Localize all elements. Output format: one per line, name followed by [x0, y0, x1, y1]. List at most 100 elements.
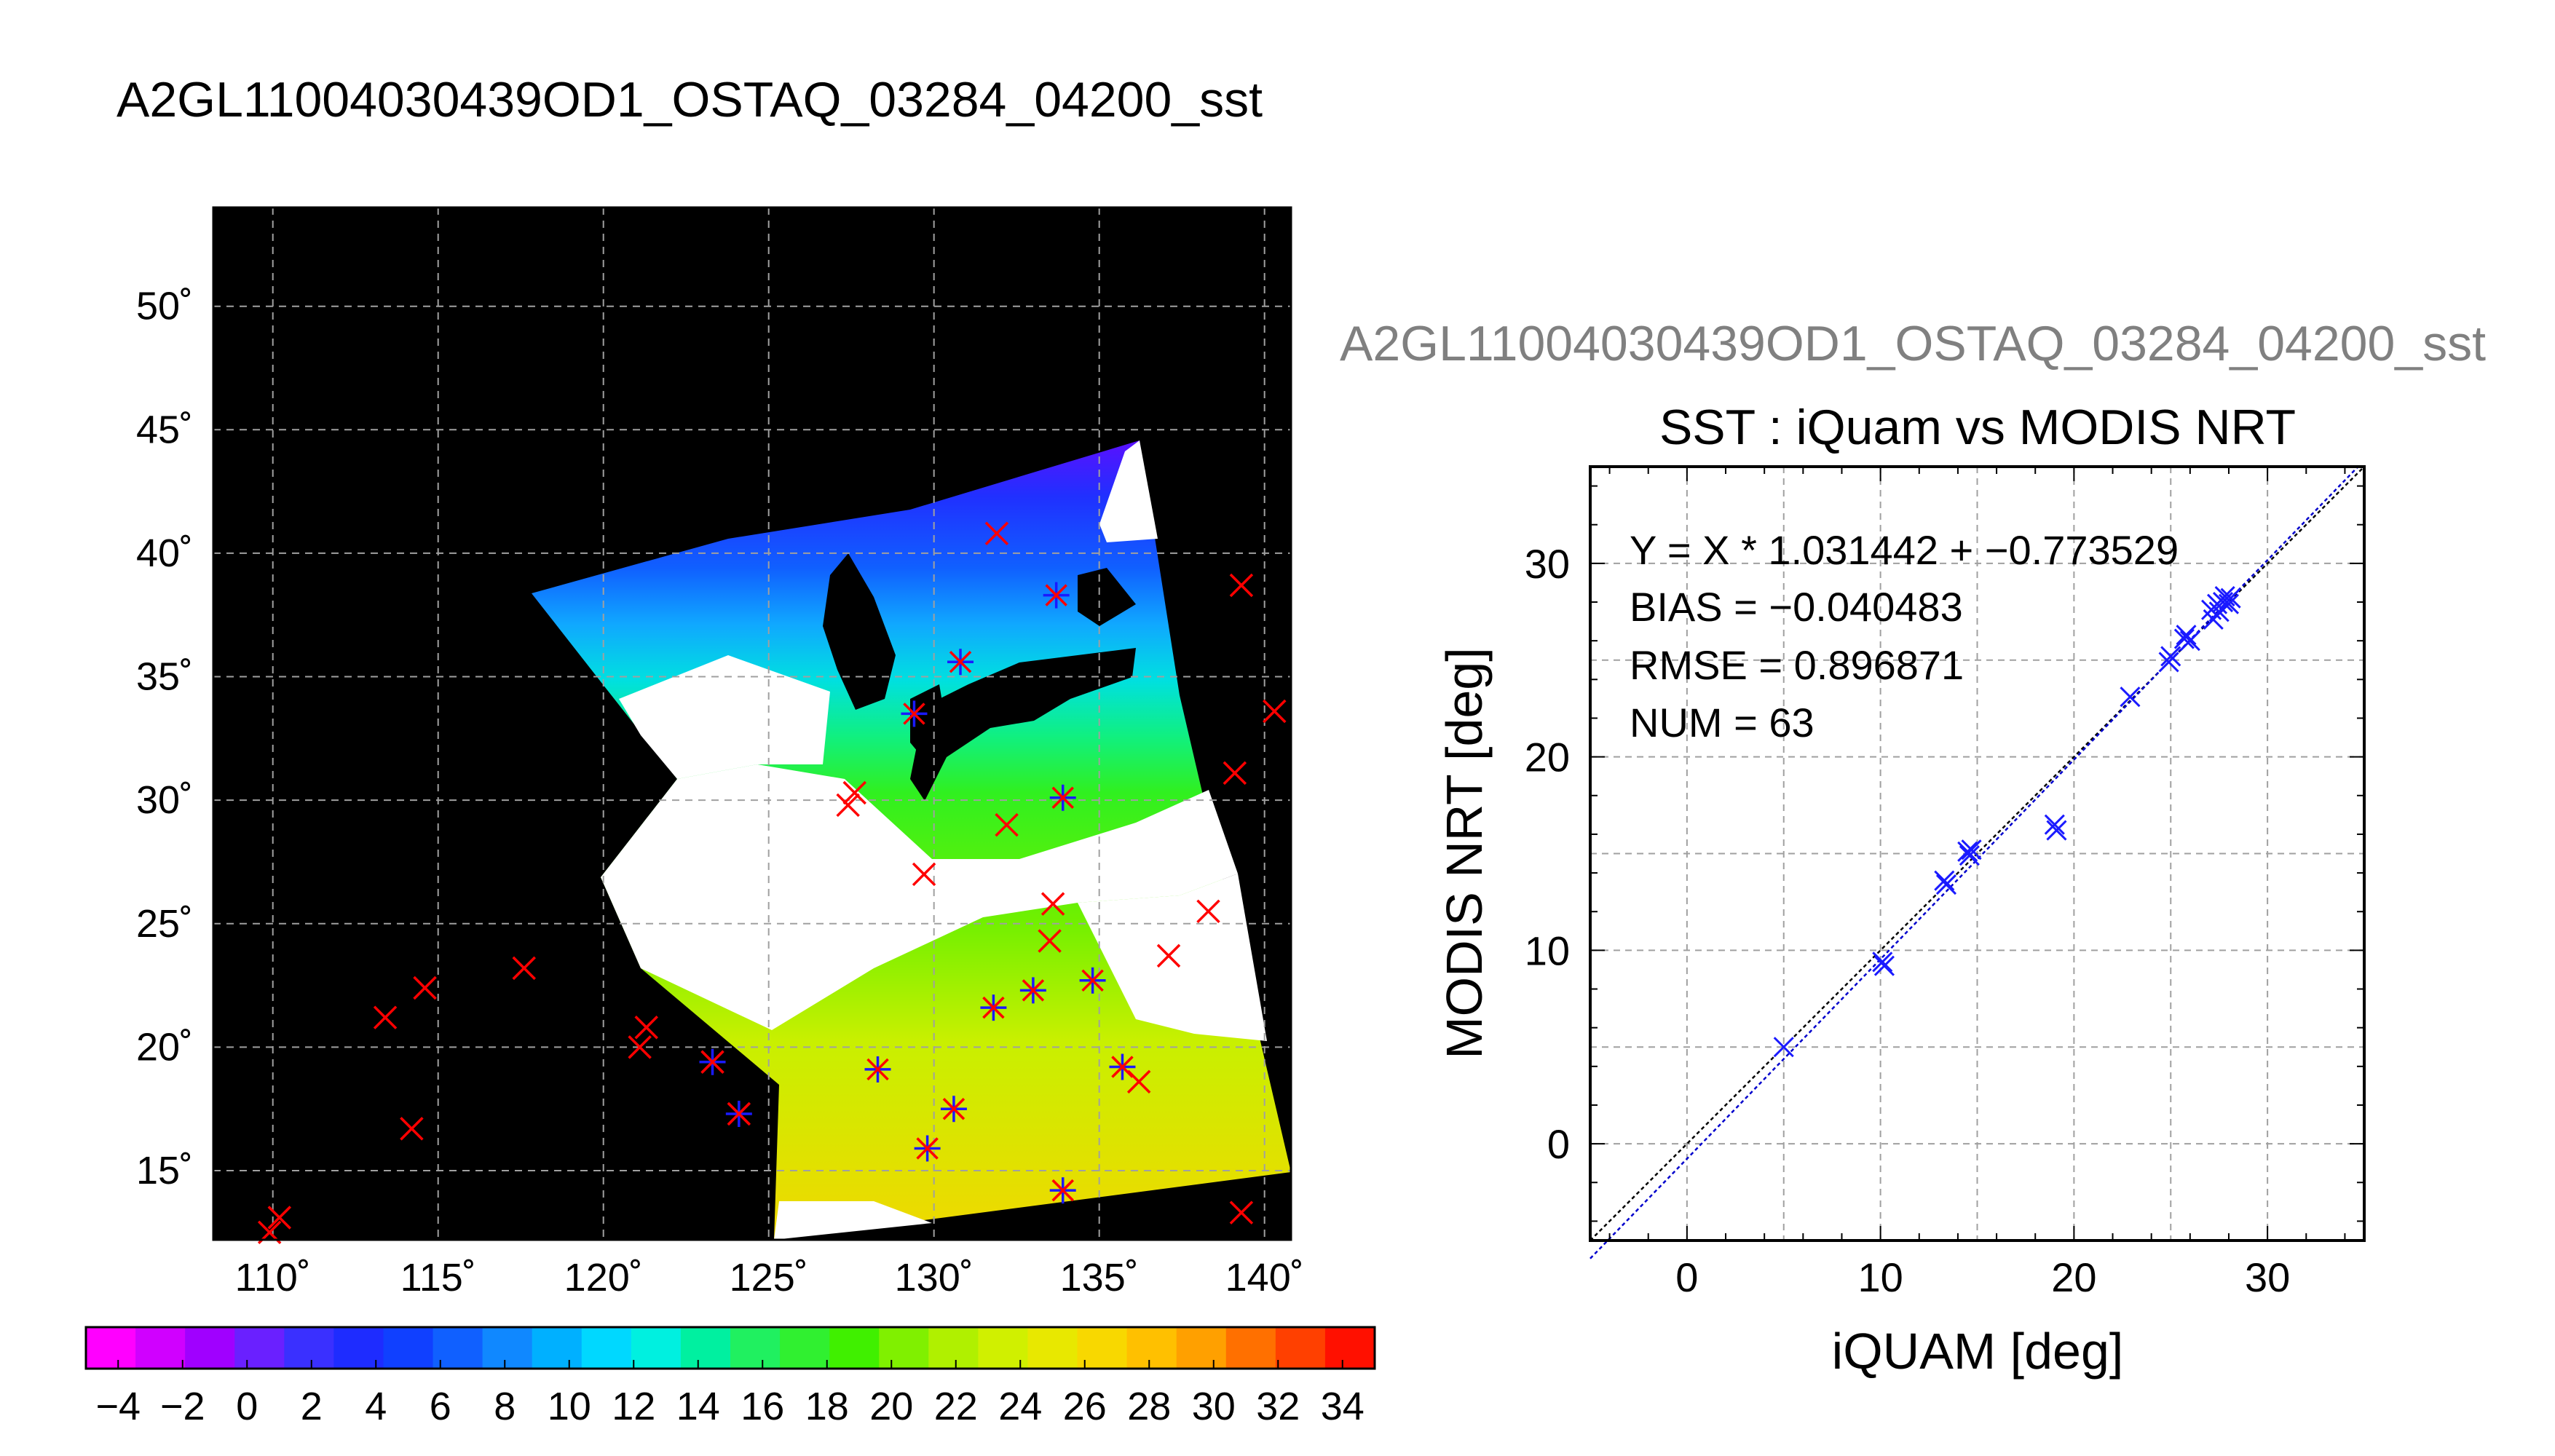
colorbar-segment: [433, 1327, 483, 1369]
colorbar-segment: [1126, 1327, 1177, 1369]
colorbar-segment: [482, 1327, 533, 1369]
lat-tick-label: 15˚: [136, 1149, 193, 1192]
colorbar-segment: [1176, 1327, 1227, 1369]
iquam-marker: [1196, 899, 1220, 924]
matchup-marker: [914, 1135, 941, 1162]
colorbar-label: 4: [365, 1385, 387, 1428]
matchup-marker: [1109, 1053, 1136, 1080]
colorbar-segment: [1077, 1327, 1128, 1369]
iquam-marker: [912, 862, 936, 887]
colorbar-label: 20: [869, 1385, 913, 1428]
matchup-marker: [1079, 967, 1106, 994]
lat-tick-label: 25˚: [136, 902, 193, 946]
iquam-marker: [267, 1206, 292, 1230]
sst-swath: [532, 440, 1291, 1240]
matchup-marker: [901, 700, 928, 727]
iquam-marker: [512, 956, 536, 981]
colorbar-label: 10: [548, 1385, 591, 1428]
colorbar-label: −2: [160, 1385, 205, 1428]
matchup-marker: [725, 1100, 752, 1127]
colorbar-segment: [928, 1327, 979, 1369]
colorbar-segment: [1027, 1327, 1078, 1369]
colorbar-segment: [532, 1327, 583, 1369]
map-matchup-markers: [257, 521, 1287, 1245]
colorbar-segment: [780, 1327, 830, 1369]
colorbar-label: 6: [430, 1385, 451, 1428]
matchup-marker: [864, 1056, 891, 1083]
colorbar-segment: [135, 1327, 186, 1369]
colorbar-segment: [879, 1327, 929, 1369]
colorbar-label: 2: [301, 1385, 323, 1428]
iquam-marker: [413, 976, 437, 1000]
matchup-marker: [1043, 582, 1070, 609]
lat-tick-label: 20˚: [136, 1025, 193, 1069]
iquam-marker: [1263, 699, 1287, 724]
colorbar-label: 8: [494, 1385, 516, 1428]
lat-tick-label: 50˚: [136, 285, 193, 328]
colorbar-frame: [84, 1326, 1376, 1370]
colorbar-segment: [829, 1327, 880, 1369]
colorbar-label: 22: [934, 1385, 978, 1428]
colorbar-segment: [1275, 1327, 1326, 1369]
iquam-marker: [842, 780, 866, 805]
colorbar-label: 28: [1127, 1385, 1171, 1428]
iquam-marker: [634, 1016, 658, 1040]
iquam-marker: [1229, 1200, 1254, 1224]
colorbar-segment: [185, 1327, 235, 1369]
iquam-marker: [1038, 929, 1062, 953]
matchup-marker: [699, 1048, 726, 1075]
colorbar-segment: [86, 1327, 136, 1369]
lat-tick-label: 30˚: [136, 778, 193, 822]
lat-tick-label: 35˚: [136, 655, 193, 699]
map-gridlines: [213, 207, 1291, 1240]
colorbar-label: 32: [1256, 1385, 1300, 1428]
iquam-marker: [1223, 761, 1247, 786]
colorbar-label: 16: [741, 1385, 784, 1428]
main-title: A2GL11004030439OD1_OSTAQ_03284_04200_sst: [117, 72, 1263, 127]
colorbar-segment: [383, 1327, 434, 1369]
iquam-marker: [628, 1035, 652, 1059]
colorbar-label: 18: [805, 1385, 849, 1428]
iquam-marker: [1156, 943, 1181, 968]
colorbar-label: 34: [1321, 1385, 1365, 1428]
sst-colorbar: −4 −2 0 2 4 6 8 10 12 14 16 18 20 22 24 26 28 30 32 34: [84, 1326, 1376, 1428]
iquam-marker: [400, 1117, 424, 1141]
iquam-marker: [1040, 892, 1065, 916]
colorbar-label: 26: [1063, 1385, 1107, 1428]
colorbar-label: −4: [95, 1385, 141, 1428]
colorbar-segment: [284, 1327, 334, 1369]
colorbar-segment: [631, 1327, 682, 1369]
iquam-marker: [984, 521, 1009, 546]
matchup-marker: [1049, 784, 1076, 811]
colorbar-label: 30: [1192, 1385, 1236, 1428]
iquam-marker: [836, 793, 860, 818]
matchup-marker: [1019, 977, 1046, 1004]
colorbar-label: 24: [998, 1385, 1042, 1428]
scatter-supertitle: A2GL11004030439OD1_OSTAQ_03284_04200_sst: [1340, 316, 2486, 371]
lat-tick-label: 40˚: [136, 531, 193, 575]
iquam-marker: [995, 812, 1019, 837]
lon-tick-label: 120˚: [564, 1256, 643, 1299]
colorbar-segment: [680, 1327, 731, 1369]
lon-tick-label: 125˚: [730, 1256, 808, 1299]
colorbar-label: 0: [236, 1385, 258, 1428]
colorbar-label: 12: [612, 1385, 655, 1428]
lon-tick-label: 140˚: [1225, 1256, 1304, 1299]
colorbar-label: 14: [676, 1385, 720, 1428]
lon-tick-label: 130˚: [895, 1256, 974, 1299]
colorbar-segment: [1225, 1327, 1276, 1369]
lat-tick-label: 45˚: [136, 408, 193, 451]
matchup-marker: [1049, 1177, 1076, 1204]
map-axis-labels: 110˚ 115˚ 120˚ 125˚ 130˚ 135˚ 140˚ 50˚ 45˚ 40˚ 35˚…: [136, 285, 1304, 1299]
colorbar-segment: [581, 1327, 632, 1369]
matchup-marker: [940, 1096, 967, 1123]
lon-tick-label: 135˚: [1060, 1256, 1139, 1299]
matchup-marker: [947, 649, 974, 676]
matchup-marker: [980, 994, 1007, 1021]
iquam-marker: [373, 1005, 398, 1029]
lon-tick-label: 110˚: [235, 1256, 311, 1299]
colorbar-segment: [730, 1327, 781, 1369]
colorbar-segment: [234, 1327, 285, 1369]
iquam-marker: [1229, 573, 1254, 598]
